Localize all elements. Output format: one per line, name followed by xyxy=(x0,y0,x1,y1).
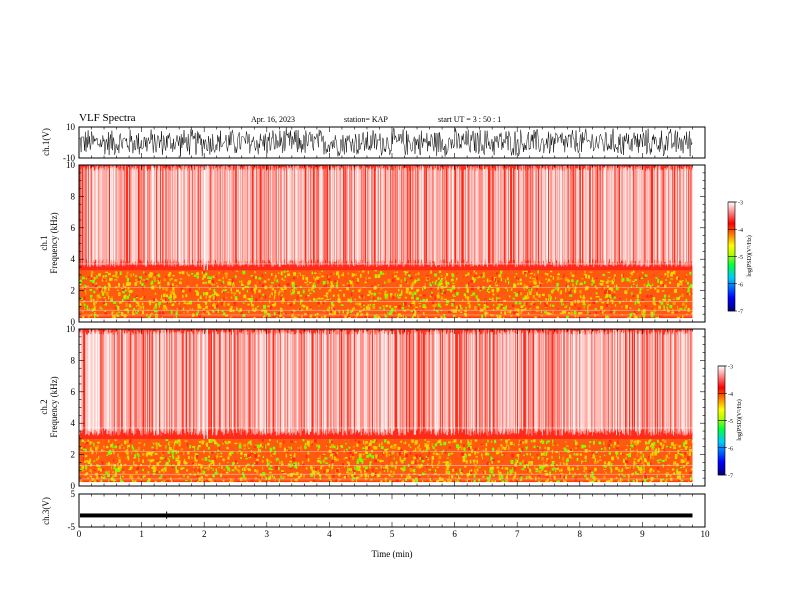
ch1-waveform-trace xyxy=(78,127,693,157)
ch1-spectrogram-ytick-5: 10 xyxy=(66,160,76,170)
ch1-colorbar-tick-3: -6 xyxy=(738,282,743,288)
ch2-colorbar-tick-0: -3 xyxy=(728,365,733,371)
ch2-spectrogram-ytick-5: 10 xyxy=(66,324,76,334)
time-axis-tick-4: 4 xyxy=(327,529,332,539)
ch2-spectrogram-ytick-0: 0 xyxy=(71,481,76,491)
station-label: station= KAP xyxy=(344,115,388,124)
ch2-spectrogram-ytick-2: 4 xyxy=(71,418,76,428)
time-axis-tick-6: 6 xyxy=(452,529,457,539)
time-axis-tick-2: 2 xyxy=(202,529,207,539)
ch1-spectrogram-panel: 0 2 4 6 8 10 ch.1 Frequency (kHz) xyxy=(39,160,706,327)
ch1-spectrogram-ytick-2: 4 xyxy=(71,254,76,264)
ch2-spectrogram-ytick-4: 8 xyxy=(71,355,76,365)
ch1-colorbar-label: log(PSD)(V²/Hz) xyxy=(746,235,753,276)
ch2-spectrogram-ytick-3: 6 xyxy=(71,387,76,397)
ch1-spectrogram-ylabel: Frequency (kHz) xyxy=(49,212,59,273)
ch2-spectrogram-ytick-1: 2 xyxy=(71,450,76,460)
ch1-spectrogram-ylabel-top: ch.1 xyxy=(39,235,49,250)
figure-title: VLF Spectra xyxy=(79,112,136,124)
ch1-spectrogram-ytick-3: 6 xyxy=(71,223,76,233)
ch2-spectrogram-ylabel: Frequency (kHz) xyxy=(49,376,59,437)
ch1-waveform-panel: 10 -10 ch.1(V) xyxy=(41,122,706,163)
ch2-colorbar-label: log(PSD)(V²/Hz) xyxy=(736,399,743,440)
ch1-waveform-ytick-0: 10 xyxy=(66,122,76,132)
ch1-spectrogram-ytick-1: 2 xyxy=(71,286,76,296)
ch1-colorbar-tick-0: -3 xyxy=(738,201,743,207)
ch1-colorbar-tick-2: -5 xyxy=(738,255,743,261)
date-label: Apr. 16, 2023 xyxy=(251,115,295,124)
ch1-spectrogram-image xyxy=(79,165,705,322)
ch2-spectrogram-panel: 0 2 4 6 8 10 ch.2 Frequency (kHz) xyxy=(39,324,706,491)
ch2-colorbar-tick-4: -7 xyxy=(728,474,733,480)
time-axis-tick-0: 0 xyxy=(77,529,82,539)
ch3-waveform-ylabel: ch.3(V) xyxy=(41,497,51,525)
ch1-colorbar: -3 -4 -5 -6 -7 log(PSD)(V²/Hz) xyxy=(727,201,753,316)
ch3-waveform-panel: 5 -5 0 1 2 3 4 5 6 7 8 9 10 ch.3(V) Time (min) xyxy=(41,489,710,559)
ch2-colorbar-tick-1: -4 xyxy=(728,392,733,398)
time-axis-tick-1: 1 xyxy=(139,529,144,539)
ch1-colorbar-tick-4: -7 xyxy=(738,310,743,316)
time-axis-tick-9: 9 xyxy=(640,529,645,539)
ch2-spectrogram-image xyxy=(79,329,705,486)
ch2-colorbar-tick-3: -6 xyxy=(728,446,733,452)
time-axis-tick-10: 10 xyxy=(701,529,711,539)
ch1-waveform-ytick-1: -10 xyxy=(63,153,75,163)
time-axis-tick-5: 5 xyxy=(390,529,395,539)
ch1-spectrogram-ytick-4: 8 xyxy=(71,191,76,201)
ch1-colorbar-tick-1: -4 xyxy=(738,228,743,234)
time-axis-tick-3: 3 xyxy=(265,529,270,539)
ch1-waveform-ylabel: ch.1(V) xyxy=(41,128,51,156)
ch3-waveform-trace xyxy=(80,511,693,519)
ch2-colorbar-tick-2: -5 xyxy=(728,419,733,425)
start-time-label: start UT = 3 : 50 : 1 xyxy=(438,115,502,124)
ch3-waveform-ytick-1: -5 xyxy=(68,522,76,532)
time-axis-tick-8: 8 xyxy=(578,529,583,539)
time-axis-tick-7: 7 xyxy=(515,529,520,539)
ch2-colorbar: -3 -4 -5 -6 -7 log(PSD)(V²/Hz) xyxy=(717,365,743,480)
ch2-spectrogram-ylabel-top: ch.2 xyxy=(39,399,49,414)
time-axis-label: Time (min) xyxy=(372,549,413,559)
ch3-waveform-ytick-0: 5 xyxy=(71,489,76,499)
ch1-spectrogram-ytick-0: 0 xyxy=(71,317,76,327)
